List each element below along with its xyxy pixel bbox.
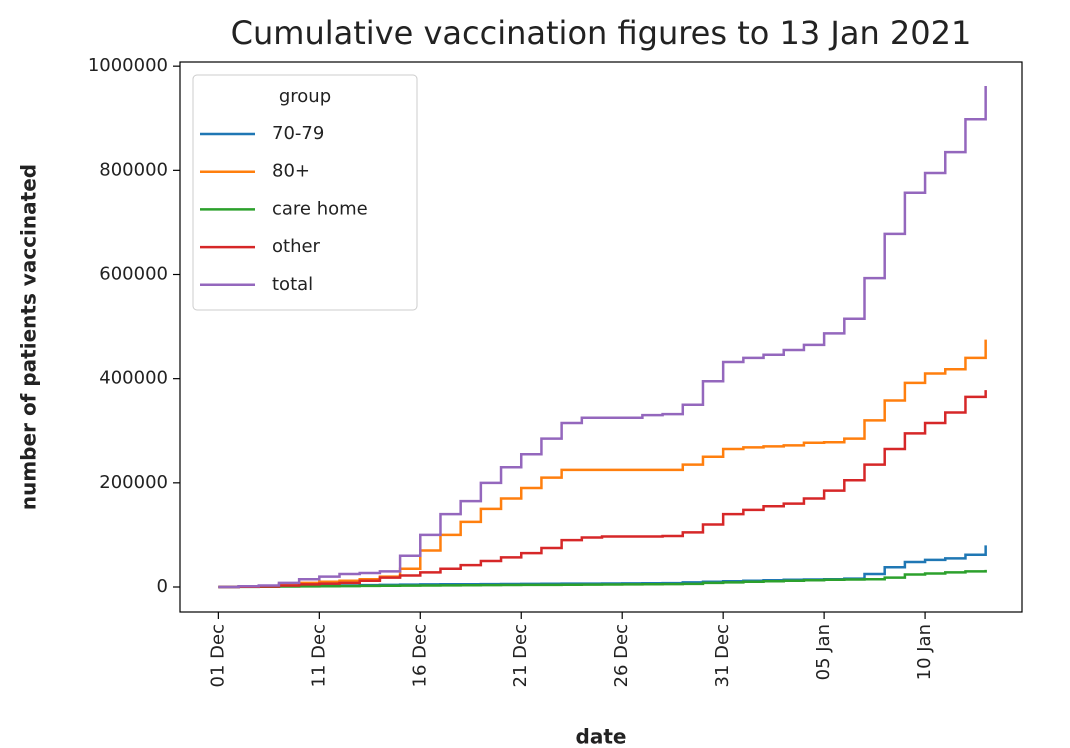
legend-title: group <box>279 86 331 107</box>
legend-label: other <box>272 236 321 257</box>
series-line <box>218 339 987 589</box>
y-tick-label: 0 <box>157 576 168 597</box>
x-tick-label: 16 Dec <box>409 624 430 687</box>
legend-label: 80+ <box>272 161 310 182</box>
x-tick-label: 11 Dec <box>308 624 329 687</box>
x-axis-label: date <box>576 725 627 748</box>
legend-label: 70-79 <box>272 123 324 144</box>
x-tick-label: 31 Dec <box>712 624 733 687</box>
x-tick-label: 21 Dec <box>510 624 531 687</box>
y-tick-label: 600000 <box>99 264 168 285</box>
y-tick-label: 200000 <box>99 472 168 493</box>
series-line <box>218 569 987 589</box>
legend-label: total <box>272 274 313 295</box>
x-tick-label: 26 Dec <box>611 624 632 687</box>
y-tick-label: 400000 <box>99 368 168 389</box>
y-tick-label: 800000 <box>99 159 168 180</box>
x-tick-label: 10 Jan <box>914 624 935 680</box>
legend-label: care home <box>272 198 368 219</box>
x-tick-label: 05 Jan <box>813 624 834 680</box>
series-line <box>218 390 987 589</box>
y-axis-label: number of patients vaccinated <box>17 164 41 510</box>
x-tick-label: 01 Dec <box>207 624 228 687</box>
y-tick-label: 1000000 <box>88 55 168 76</box>
series-line <box>218 85 987 589</box>
chart-title: Cumulative vaccination figures to 13 Jan… <box>231 14 972 52</box>
